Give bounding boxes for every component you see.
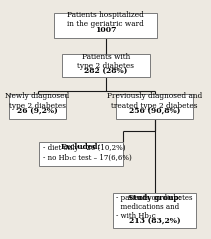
- FancyBboxPatch shape: [39, 142, 123, 166]
- Text: Patients hospitalized
in the geriatric ward: Patients hospitalized in the geriatric w…: [68, 11, 144, 28]
- Text: Patients with
type 2 diabetes: Patients with type 2 diabetes: [77, 53, 134, 70]
- Text: 282 (28%): 282 (28%): [84, 66, 128, 75]
- Text: 26 (9,2%): 26 (9,2%): [17, 108, 58, 116]
- Text: - diet only – 26 (10,2%)
- no Hb₁c test – 17(6,6%): - diet only – 26 (10,2%) - no Hb₁c test …: [43, 144, 132, 162]
- Text: 1007: 1007: [95, 26, 117, 34]
- FancyBboxPatch shape: [62, 54, 150, 77]
- Text: Previously diagnosed and
treated type 2 diabetes: Previously diagnosed and treated type 2 …: [107, 92, 202, 110]
- FancyBboxPatch shape: [116, 94, 193, 119]
- FancyBboxPatch shape: [54, 12, 157, 38]
- FancyBboxPatch shape: [9, 94, 66, 119]
- Text: 213 (83,2%): 213 (83,2%): [129, 217, 180, 225]
- Text: Excluded:: Excluded:: [61, 142, 101, 151]
- Text: - patients on diabetes
  medications and
- with Hb₁c: - patients on diabetes medications and -…: [116, 194, 193, 220]
- FancyBboxPatch shape: [113, 193, 196, 228]
- Text: 256 (90,8%): 256 (90,8%): [129, 108, 180, 116]
- Text: Newly diagnosed
type 2 diabetes: Newly diagnosed type 2 diabetes: [5, 92, 70, 110]
- Text: Study group:: Study group:: [128, 194, 181, 202]
